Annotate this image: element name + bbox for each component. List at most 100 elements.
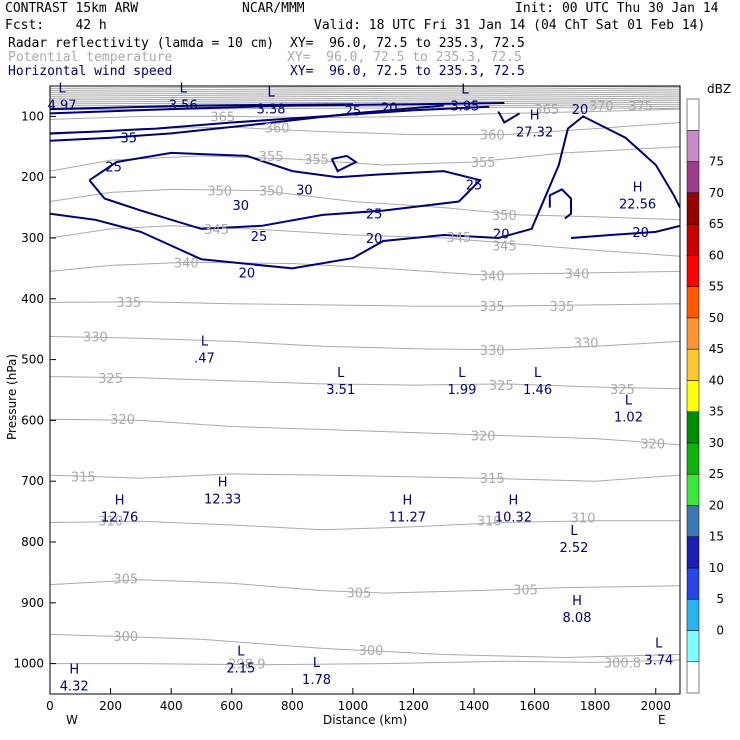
wind-label: 20 — [366, 232, 383, 247]
extremum-value: 12.33 — [204, 492, 241, 507]
colorbar-swatch — [686, 411, 700, 444]
theta-label: 340 — [174, 256, 199, 271]
colorbar-level: 10 — [709, 561, 724, 575]
theta-label: 320 — [471, 430, 496, 445]
theta-contour — [50, 93, 680, 97]
extremum-value: 3.38 — [257, 103, 286, 118]
theta-label: 305 — [513, 583, 538, 598]
west-label: W — [66, 713, 78, 727]
theta-label: 320 — [110, 413, 135, 428]
extrema-labels: L 4.97 L 3.56 L 3.38 L 3.95 H 27.32 H 22.56 L .47 L 3.5… — [48, 81, 674, 694]
theta-label: 335 — [116, 296, 141, 311]
x-tick-label: 800 — [281, 699, 304, 713]
x-tick-label: 1600 — [519, 699, 550, 713]
extremum-value: 2.15 — [226, 661, 255, 676]
theta-contour — [50, 101, 680, 105]
theta-contour — [50, 188, 680, 221]
extremum-marker: L — [458, 366, 466, 381]
field-theta-name: Potential temperature — [8, 50, 173, 65]
theta-contour — [50, 659, 680, 666]
extremum-marker: L — [201, 334, 209, 349]
extremum-marker: L — [534, 366, 542, 381]
extremum-value: 3.95 — [450, 100, 479, 115]
colorbar-level: 45 — [709, 342, 724, 356]
extremum-value: 4.97 — [48, 98, 77, 113]
extremum-value: 3.74 — [644, 653, 673, 668]
wind-label: 20 — [632, 226, 649, 241]
model-name: CONTRAST 15km ARW — [5, 1, 139, 16]
theta-label: 350 — [492, 209, 517, 224]
y-tick-label: 400 — [21, 292, 44, 306]
field-wind-name: Horizontal wind speed — [8, 64, 173, 79]
theta-contour — [50, 418, 680, 446]
theta-label: 335 — [480, 300, 505, 315]
theta-label: 330 — [574, 337, 599, 352]
extremum-marker: L — [655, 636, 663, 651]
colorbar-swatch — [686, 661, 700, 694]
theta-contour — [50, 86, 680, 89]
theta-label: 330 — [83, 330, 108, 345]
extremum-marker: L — [461, 83, 469, 98]
theta-label: 300 — [113, 630, 138, 645]
axes: 0 200 400 600 800 1000 1200 1400 1600 1800 2000 100… — [13, 109, 671, 713]
x-axis-label: Distance (km) — [323, 713, 407, 727]
theta-label: 335 — [549, 300, 574, 315]
theta-label: 360 — [480, 129, 505, 144]
y-tick-label: 700 — [21, 474, 44, 488]
theta-label: 325 — [98, 372, 123, 387]
extremum-marker: L — [313, 656, 321, 671]
wind-label: 25 — [345, 104, 362, 119]
colorbar-level: 70 — [709, 186, 724, 200]
field-reflectivity-xy: XY= 96.0, 72.5 to 235.3, 72.5 — [290, 36, 525, 51]
theta-label: 355 — [259, 150, 284, 165]
colorbar-level: 20 — [709, 498, 724, 512]
colorbar-swatch — [686, 255, 700, 287]
wind-contour — [50, 104, 444, 142]
extremum-value: 1.78 — [302, 673, 331, 688]
extremum-value: 10.32 — [495, 511, 532, 526]
wind-label: 30 — [296, 183, 313, 198]
theta-label: 310 — [98, 515, 123, 530]
theta-label: 325 — [489, 379, 514, 394]
field-theta-xy: XY= 96.0, 72.5 to 235.3, 72.5 — [287, 50, 522, 65]
y-tick-label: 300 — [21, 231, 44, 245]
colorbar-swatch — [686, 598, 700, 631]
extremum-marker: L — [625, 393, 633, 408]
theta-label: 300 — [359, 644, 384, 659]
theta-contour — [50, 376, 680, 390]
theta-label: 365 — [210, 110, 235, 125]
colorbar-swatch — [686, 567, 700, 600]
x-tick-label: 1800 — [580, 699, 611, 713]
theta-contour — [50, 579, 680, 594]
field-reflectivity-name: Radar reflectivity (lamda = 10 cm) — [8, 36, 275, 51]
extremum-value: 22.56 — [619, 197, 656, 212]
wind-speed-contours — [50, 102, 680, 270]
extremum-marker: H — [218, 475, 228, 490]
theta-contour — [50, 225, 680, 257]
y-axis-label: Pressure (hPa) — [5, 354, 19, 440]
extremum-marker: H — [403, 494, 413, 509]
wind-label: 20 — [381, 101, 398, 116]
extremum-marker: L — [570, 524, 578, 539]
theta-label: 305 — [113, 572, 138, 587]
colorbar-swatch — [686, 473, 700, 506]
colorbar-swatch — [686, 192, 700, 225]
theta-label: 330 — [480, 344, 505, 359]
theta-label: 345 — [492, 239, 517, 254]
theta-label: 340 — [480, 270, 505, 285]
theta-contour — [50, 633, 680, 659]
theta-label: 345 — [204, 223, 229, 238]
theta-contour — [50, 261, 680, 276]
theta-contour — [50, 473, 680, 482]
theta-contour — [50, 87, 680, 91]
colorbar-swatch — [686, 223, 700, 256]
extremum-value: 2.52 — [560, 541, 589, 556]
colorbar-swatch — [686, 630, 700, 663]
colorbar-level: 5 — [716, 592, 724, 606]
x-tick-label: 200 — [99, 699, 122, 713]
wind-label: 25 — [251, 230, 268, 245]
valid-time: Valid: 18 UTC Fri 31 Jan 14 (04 ChT Sat … — [314, 18, 706, 33]
extremum-marker: H — [633, 180, 643, 195]
theta-label: 315 — [480, 472, 505, 487]
